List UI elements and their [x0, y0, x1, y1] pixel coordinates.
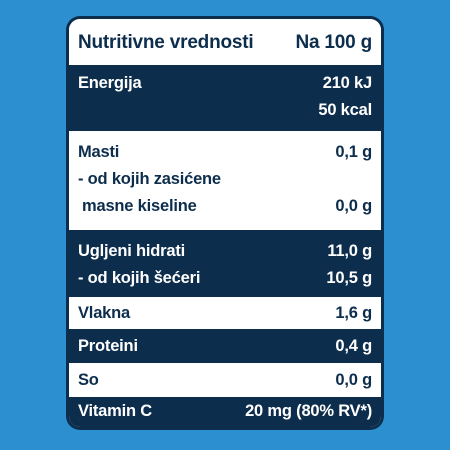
fat-row: Masti 0,1 g - od kojih zasićene masne ki…	[69, 131, 381, 230]
energy-row: Energija 210 kJ 50 kcal	[69, 65, 381, 131]
salt-value: 0,0 g	[335, 371, 372, 389]
nutrition-table: Nutritivne vrednosti Na 100 g Energija 2…	[69, 19, 381, 427]
fiber-label: Vlakna	[78, 304, 130, 322]
saturated-value: 0,0 g	[335, 197, 372, 215]
sugars-value: 10,5 g	[326, 269, 372, 287]
vitamin-c-label: Vitamin C	[78, 402, 152, 420]
header-row: Nutritivne vrednosti Na 100 g	[69, 19, 381, 65]
table-title: Nutritivne vrednosti	[78, 31, 254, 53]
protein-label: Proteini	[78, 337, 138, 355]
salt-row: So 0,0 g	[69, 363, 381, 397]
energy-kcal: 50 kcal	[318, 101, 372, 119]
fat-label: Masti	[78, 143, 120, 161]
saturated-label-1: - od kojih zasićene	[78, 170, 221, 188]
salt-label: So	[78, 371, 99, 389]
vitamin-c-value: 20 mg (80% RV*)	[245, 402, 372, 420]
carbs-label: Ugljeni hidrati	[78, 242, 186, 260]
fiber-value: 1,6 g	[335, 304, 372, 322]
carbs-value: 11,0 g	[327, 242, 372, 260]
nutrition-label: Nutritivne vrednosti Na 100 g Energija 2…	[66, 16, 384, 430]
sugars-label: - od kojih šećeri	[78, 269, 201, 287]
fiber-row: Vlakna 1,6 g	[69, 297, 381, 329]
saturated-label-2: masne kiseline	[82, 197, 197, 215]
vitamin-c-row: Vitamin C 20 mg (80% RV*)	[69, 397, 381, 427]
carbs-row: Ugljeni hidrati 11,0 g - od kojih šećeri…	[69, 230, 381, 297]
per-amount: Na 100 g	[295, 31, 372, 53]
energy-label: Energija	[78, 74, 142, 92]
protein-row: Proteini 0,4 g	[69, 329, 381, 363]
energy-kj: 210 kJ	[322, 74, 372, 92]
protein-value: 0,4 g	[335, 337, 372, 355]
fat-value: 0,1 g	[335, 143, 372, 161]
